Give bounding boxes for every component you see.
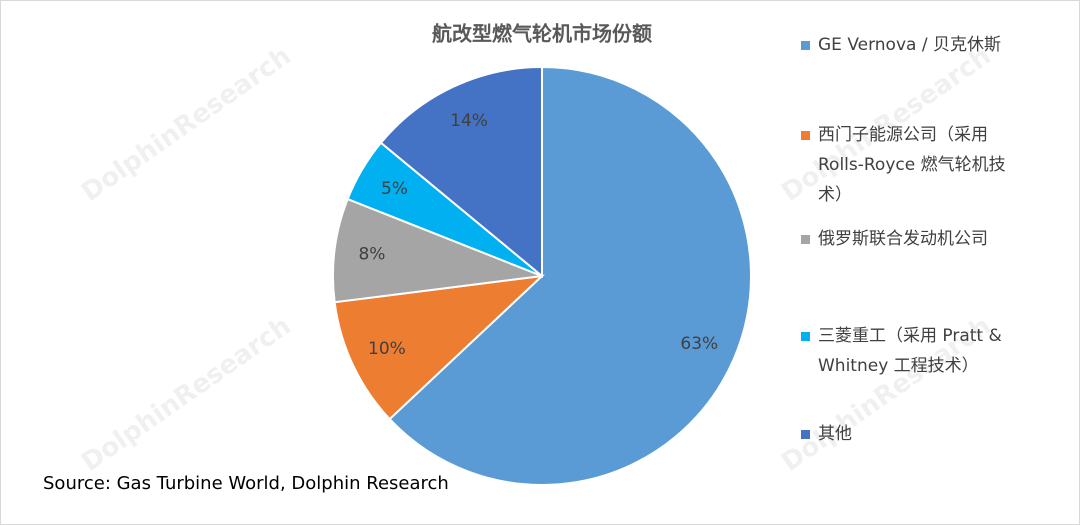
pie-slice	[332, 197, 543, 304]
chart-title: 航改型燃气轮机市场份额	[432, 22, 652, 46]
data-label: 14%	[450, 111, 488, 131]
legend-swatch	[801, 332, 810, 341]
legend-item: 西门子能源公司（采用 Rolls-Royce 燃气轮机技术）	[801, 120, 1016, 210]
legend-label: 俄罗斯联合发动机公司	[818, 229, 988, 249]
legend-label: 其他	[818, 424, 852, 444]
data-label: 10%	[368, 339, 406, 359]
data-label: 63%	[680, 334, 718, 354]
pie-slice	[388, 65, 752, 486]
pie-slice	[379, 65, 543, 279]
legend-item: 其他	[801, 419, 1016, 449]
watermark: DolphinResearch	[76, 311, 296, 478]
legend-swatch	[801, 235, 810, 244]
legend-label: GE Vernova / 贝克休斯	[818, 35, 1001, 55]
legend-swatch	[801, 430, 810, 439]
watermark: DolphinResearch	[76, 41, 296, 208]
legend-item: GE Vernova / 贝克休斯	[801, 30, 1016, 60]
source-note: Source: Gas Turbine World, Dolphin Resea…	[43, 473, 449, 494]
legend-item: 三菱重工（采用 Pratt & Whitney 工程技术）	[801, 321, 1016, 381]
legend-swatch	[801, 41, 810, 50]
pie-slice	[333, 274, 545, 421]
legend-item: 俄罗斯联合发动机公司	[801, 224, 1016, 254]
legend-swatch	[801, 131, 810, 140]
legend-label: 西门子能源公司（采用 Rolls-Royce 燃气轮机技术）	[818, 125, 1006, 205]
data-label: 5%	[381, 179, 408, 199]
legend-label: 三菱重工（采用 Pratt & Whitney 工程技术）	[818, 326, 1002, 376]
data-label: 8%	[358, 245, 385, 265]
